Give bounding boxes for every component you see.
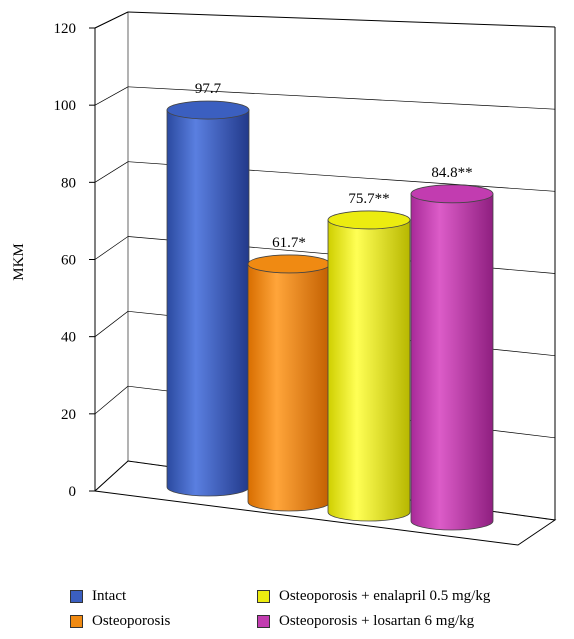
legend-swatch [70,590,83,603]
gridline [94,86,129,106]
bar-2 [327,210,411,522]
legend-label: Osteoporosis + losartan 6 mg/kg [279,613,475,629]
gridline [94,236,129,260]
bar-body [327,219,411,522]
legend-label: Intact [92,588,127,604]
y-tick-label: 40 [61,330,76,346]
bar-body [410,193,494,531]
bar-top [166,100,250,120]
y-tick-label: 60 [61,253,76,269]
legend-label: Osteoporosis [92,613,171,629]
data-label: 84.8** [431,165,472,181]
bar-top [410,184,494,204]
legend-label: Osteoporosis + enalapril 0.5 mg/kg [279,588,491,604]
y-tick-label: 100 [54,98,77,114]
data-labels: 97.7 61.7* 75.7** 84.8** [195,81,473,251]
bar-top [247,254,331,274]
bar-top [327,210,411,230]
bar-1 [247,254,331,512]
legend-item-osteoporosis: Osteoporosis [70,613,170,630]
bar-body [247,263,331,512]
chart: 0 20 40 60 80 100 120 97.7 61.7* 75.7** 84.8** MK… [11,11,557,546]
y-tick-label: 0 [69,484,77,500]
data-label: 61.7* [272,235,306,251]
y-tick-label: 120 [54,21,77,37]
gridline [94,460,129,492]
gridline [94,11,129,29]
y-axis-title: MKM [11,243,27,281]
legend-swatch [257,615,270,628]
gridline [127,86,556,110]
bars [166,100,494,531]
legend: Intact Osteoporosis Osteoporosis + enala… [0,586,574,636]
y-tick-label: 20 [61,407,76,423]
y-tick-label: 80 [61,175,76,191]
gridline [94,161,129,183]
legend-item-losartan: Osteoporosis + losartan 6 mg/kg [257,613,474,630]
legend-item-enalapril: Osteoporosis + enalapril 0.5 mg/kg [257,588,490,605]
data-label: 75.7** [348,191,389,207]
wall-edge [127,11,556,28]
legend-swatch [70,615,83,628]
legend-swatch [257,590,270,603]
data-label: 97.7 [195,81,222,97]
bar-body [166,109,250,497]
gridline [94,385,129,415]
bar-3 [410,184,494,531]
legend-item-intact: Intact [70,588,126,605]
bar-0 [166,100,250,497]
gridline [94,311,129,337]
